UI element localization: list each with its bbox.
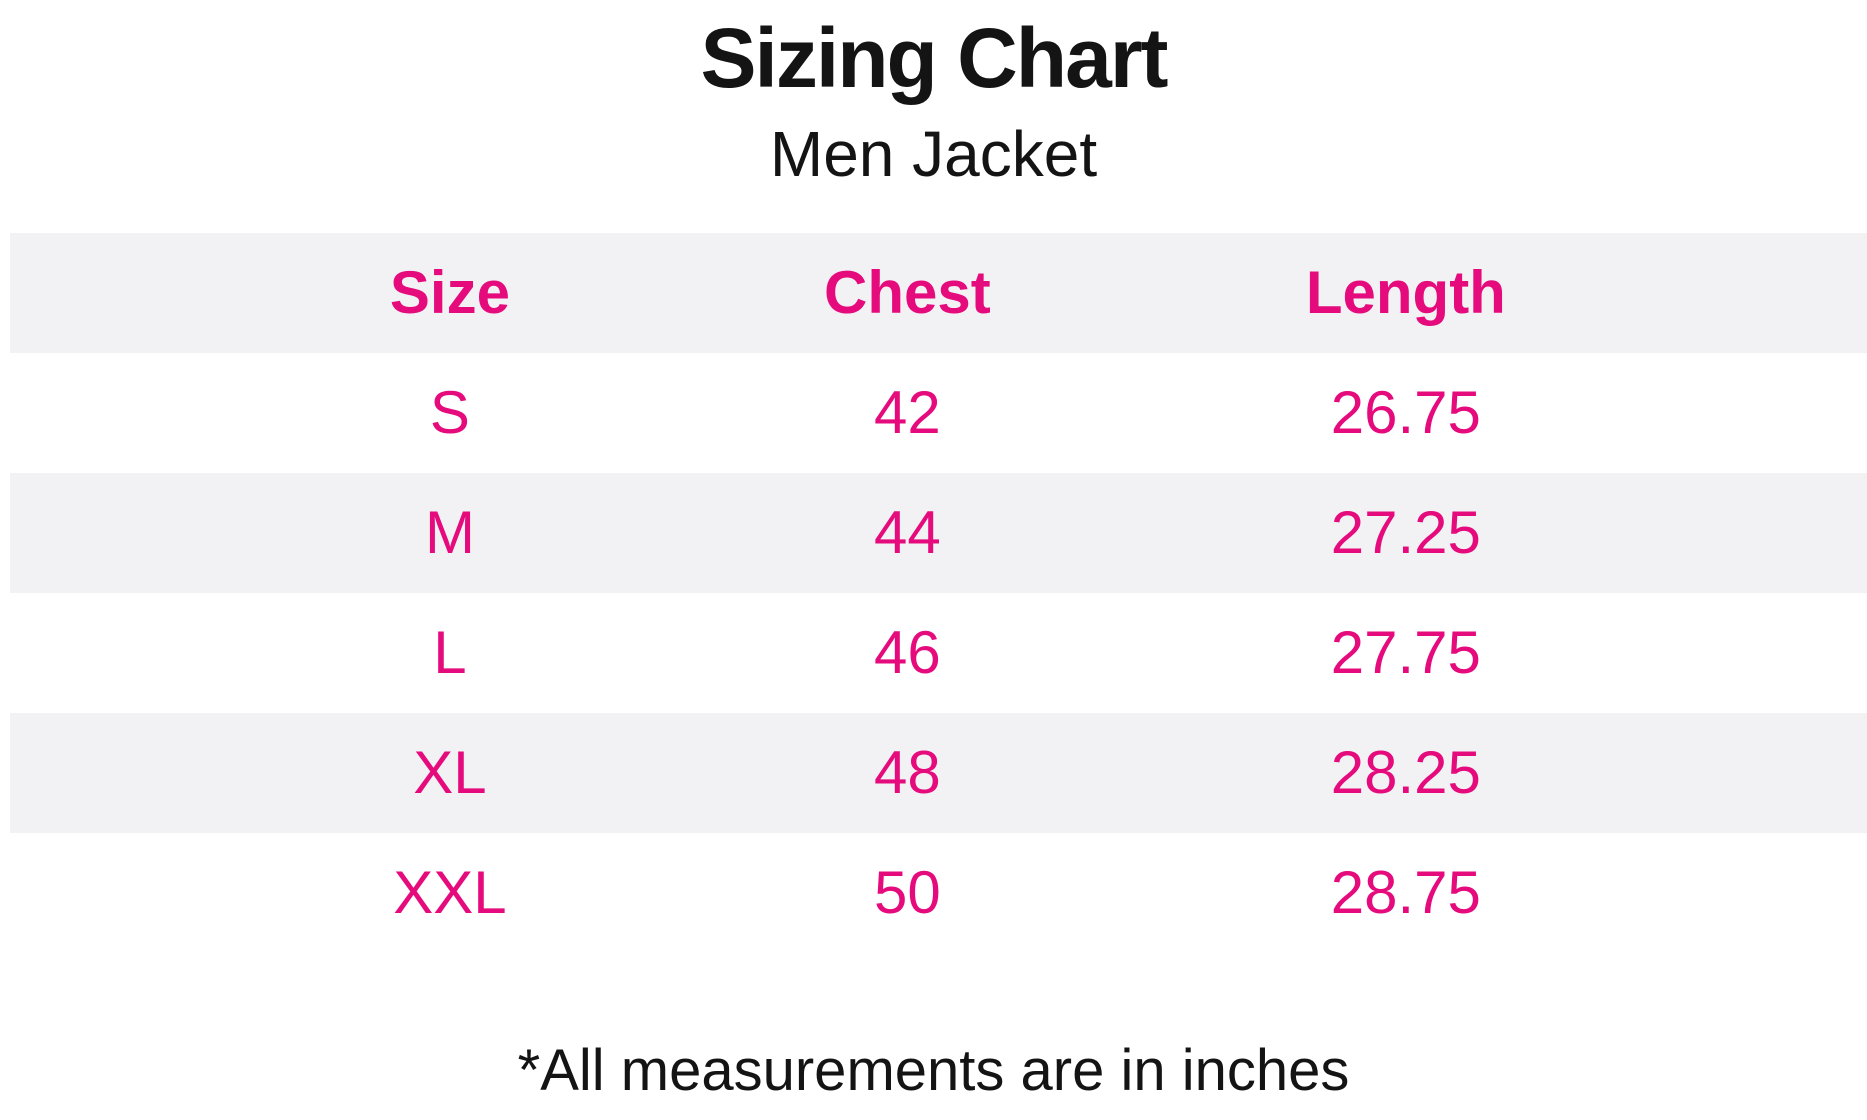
size-cell: XXL: [393, 859, 507, 926]
table-row-xxl: XXL 50 28.75: [0, 833, 1867, 953]
chest-cell: 42: [873, 379, 941, 446]
chest-cell: 48: [873, 739, 941, 806]
table-row-m: M 44 27.25: [0, 473, 1867, 593]
measurement-note: *All measurements are in inches: [517, 1038, 1350, 1103]
table-row-s: S 42 26.75: [0, 353, 1867, 473]
size-cell: XL: [413, 739, 487, 806]
table-header-row: Size Chest Length: [0, 233, 1867, 353]
length-cell: 27.75: [1330, 619, 1481, 686]
length-cell: 26.75: [1330, 379, 1481, 446]
chest-cell: 46: [873, 619, 941, 686]
size-cell: L: [433, 619, 467, 686]
length-cell: 27.25: [1330, 499, 1481, 566]
size-cell: M: [424, 499, 475, 566]
column-header-length: Length: [1305, 259, 1506, 326]
page-subtitle: Men Jacket: [769, 118, 1098, 191]
column-header-size: Size: [389, 259, 510, 326]
length-cell: 28.75: [1330, 859, 1481, 926]
table-row-l: L 46 27.75: [0, 593, 1867, 713]
chest-cell: 50: [873, 859, 941, 926]
page-title: Sizing Chart: [700, 11, 1168, 105]
size-cell: S: [429, 379, 470, 446]
sizing-table: Size Chest Length S 42 26.75 M 44 27.25 …: [0, 233, 1867, 953]
chest-cell: 44: [873, 499, 941, 566]
column-header-chest: Chest: [824, 259, 991, 326]
length-cell: 28.25: [1330, 739, 1481, 806]
table-row-xl: XL 48 28.25: [0, 713, 1867, 833]
